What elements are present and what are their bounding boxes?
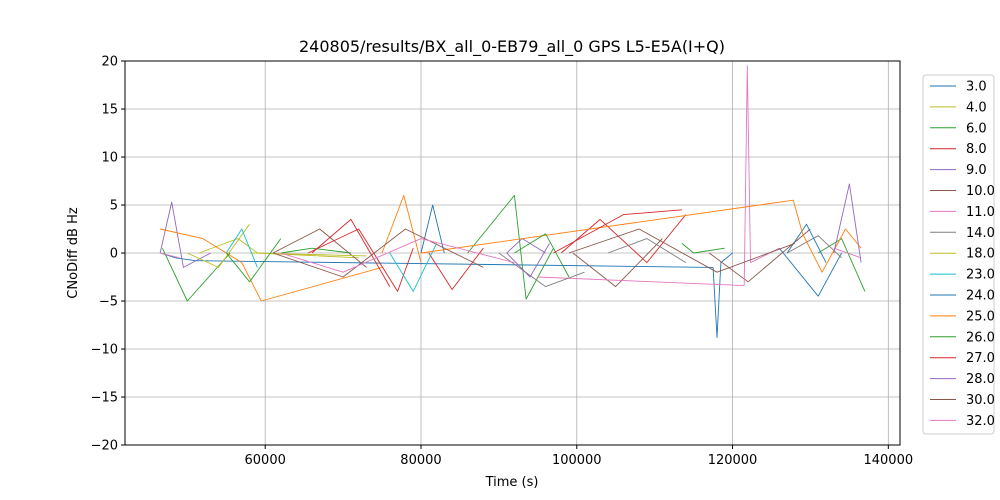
series-line	[708, 228, 811, 283]
legend-entry: 32.0	[966, 414, 995, 429]
legend-entry: 24.0	[966, 289, 995, 304]
x-axis: 60000 80000 100000 120000 140000	[245, 445, 913, 468]
series-line	[272, 228, 484, 278]
legend-entry: 11.0	[966, 205, 995, 220]
legend-entry: 9.0	[966, 163, 987, 178]
series-line	[249, 252, 367, 257]
series-line	[568, 228, 795, 273]
chart-title: 240805/results/BX_all_0-EB79_all_0 GPS L…	[299, 37, 725, 57]
legend-entry: 10.0	[966, 184, 995, 199]
x-tick-label: 60000	[245, 453, 286, 468]
series-line	[514, 233, 570, 278]
y-tick-label: 5	[110, 199, 118, 214]
y-axis: −20 −15 −10 −5 0 5 10 15 20	[91, 55, 125, 454]
series-30.0	[272, 228, 795, 278]
series-line	[280, 247, 351, 254]
series-line	[160, 228, 262, 302]
y-tick-label: 10	[101, 151, 118, 166]
series-line	[381, 194, 422, 263]
y-axis-label: CNoDiff dB Hz	[66, 207, 81, 299]
series-6.0	[161, 194, 866, 302]
y-tick-label: 0	[110, 247, 118, 262]
series-line	[261, 266, 383, 302]
y-tick-label: −20	[91, 439, 118, 454]
legend-entry: 30.0	[966, 393, 995, 408]
series-line	[681, 243, 725, 254]
series-25.0	[160, 194, 862, 302]
series-line	[778, 247, 842, 297]
series-line	[187, 223, 250, 268]
x-tick-label: 80000	[400, 453, 441, 468]
series-line	[833, 183, 862, 263]
legend-entry: 8.0	[966, 142, 987, 157]
series-line	[506, 243, 550, 278]
series-10.0	[272, 228, 811, 288]
x-axis-label: Time (s)	[485, 475, 539, 490]
y-tick-label: −10	[91, 343, 118, 358]
y-tick-label: −5	[99, 295, 118, 310]
legend-entry: 14.0	[966, 226, 995, 241]
legend-entry: 3.0	[966, 80, 987, 95]
x-tick-label: 120000	[708, 453, 758, 468]
series-27.0	[311, 209, 682, 287]
series-line	[225, 238, 282, 283]
series-line	[272, 228, 367, 268]
x-tick-label: 140000	[863, 453, 913, 468]
series-line	[467, 194, 554, 300]
legend-box	[922, 74, 995, 435]
series-line	[420, 199, 794, 254]
legend-entry: 23.0	[966, 268, 995, 283]
series-line	[572, 238, 663, 288]
legend-entry: 6.0	[966, 121, 987, 136]
legend-entry: 26.0	[966, 330, 995, 345]
series-line	[161, 248, 231, 302]
series-line	[553, 209, 682, 254]
legend-entry: 28.0	[966, 372, 995, 387]
series-line	[311, 218, 391, 287]
series-line	[792, 200, 862, 273]
series-26.0	[225, 233, 570, 283]
series-18.0	[187, 223, 367, 268]
series-line	[225, 228, 258, 268]
legend-entry: 4.0	[966, 100, 987, 115]
series-line	[560, 214, 687, 264]
series-line	[389, 243, 438, 292]
series-23.0	[225, 228, 438, 292]
series-line	[420, 204, 445, 254]
series-line	[537, 276, 745, 287]
x-tick-label: 100000	[552, 453, 602, 468]
series-32.0	[280, 238, 515, 273]
legend-entry: 27.0	[966, 351, 995, 366]
series-line	[280, 238, 515, 273]
legend-entry: 18.0	[966, 247, 995, 262]
y-tick-label: −15	[91, 391, 118, 406]
series-line	[498, 252, 585, 288]
series-line	[198, 238, 258, 254]
y-tick-label: 15	[101, 103, 118, 118]
series-line	[307, 228, 414, 292]
series-line	[743, 65, 780, 286]
series-line	[607, 238, 687, 263]
series-line	[833, 247, 862, 259]
series-line	[712, 252, 733, 338]
series-line	[159, 252, 180, 259]
series-line	[195, 260, 714, 268]
plot-series	[159, 65, 866, 338]
series-28.0	[506, 183, 862, 278]
series-line	[159, 201, 211, 268]
legend-entry: 25.0	[966, 309, 995, 324]
series-3.0	[159, 247, 842, 338]
series-11.0	[159, 65, 862, 287]
y-tick-label: 20	[101, 55, 118, 70]
series-line	[817, 238, 866, 292]
legend: 3.0 4.0 6.0 8.0 9.0 10.0 11.0 14.0 18.0 23.0 24.0 2…	[922, 74, 995, 435]
